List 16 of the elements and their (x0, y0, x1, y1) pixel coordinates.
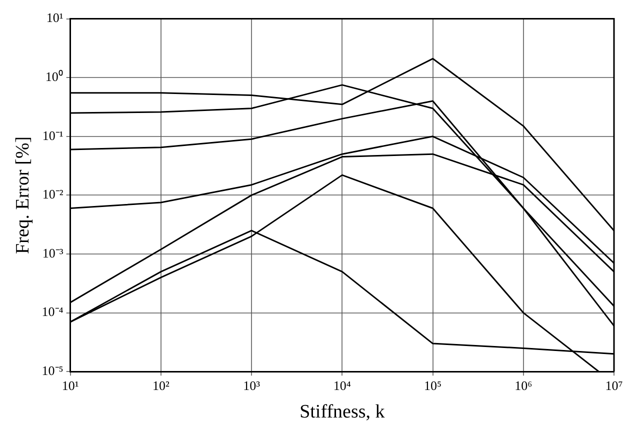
y-tick-label: 10⁻² (42, 186, 64, 202)
x-tick-label: 10⁶ (514, 378, 532, 393)
y-tick-label: 10⁻³ (42, 245, 64, 260)
x-tick-label: 10⁵ (424, 378, 442, 393)
y-axis-title: Freq. Error [%] (12, 136, 34, 254)
y-tick-label: 10⁻⁴ (42, 304, 64, 320)
y-tick-label: 10¹ (46, 10, 64, 26)
x-tick-label: 10² (152, 378, 170, 393)
x-tick-label: 10⁷ (605, 378, 623, 393)
x-axis-title: Stiffness, k (300, 402, 386, 423)
y-tick-label: 10⁻⁵ (42, 363, 64, 378)
x-tick-label: 10³ (243, 378, 260, 393)
x-tick-label: 10¹ (62, 378, 79, 393)
y-tick-label: 10⁻¹ (42, 128, 64, 143)
x-tick-label: 10⁴ (333, 378, 352, 393)
y-tick-label: 10⁰ (45, 69, 64, 84)
